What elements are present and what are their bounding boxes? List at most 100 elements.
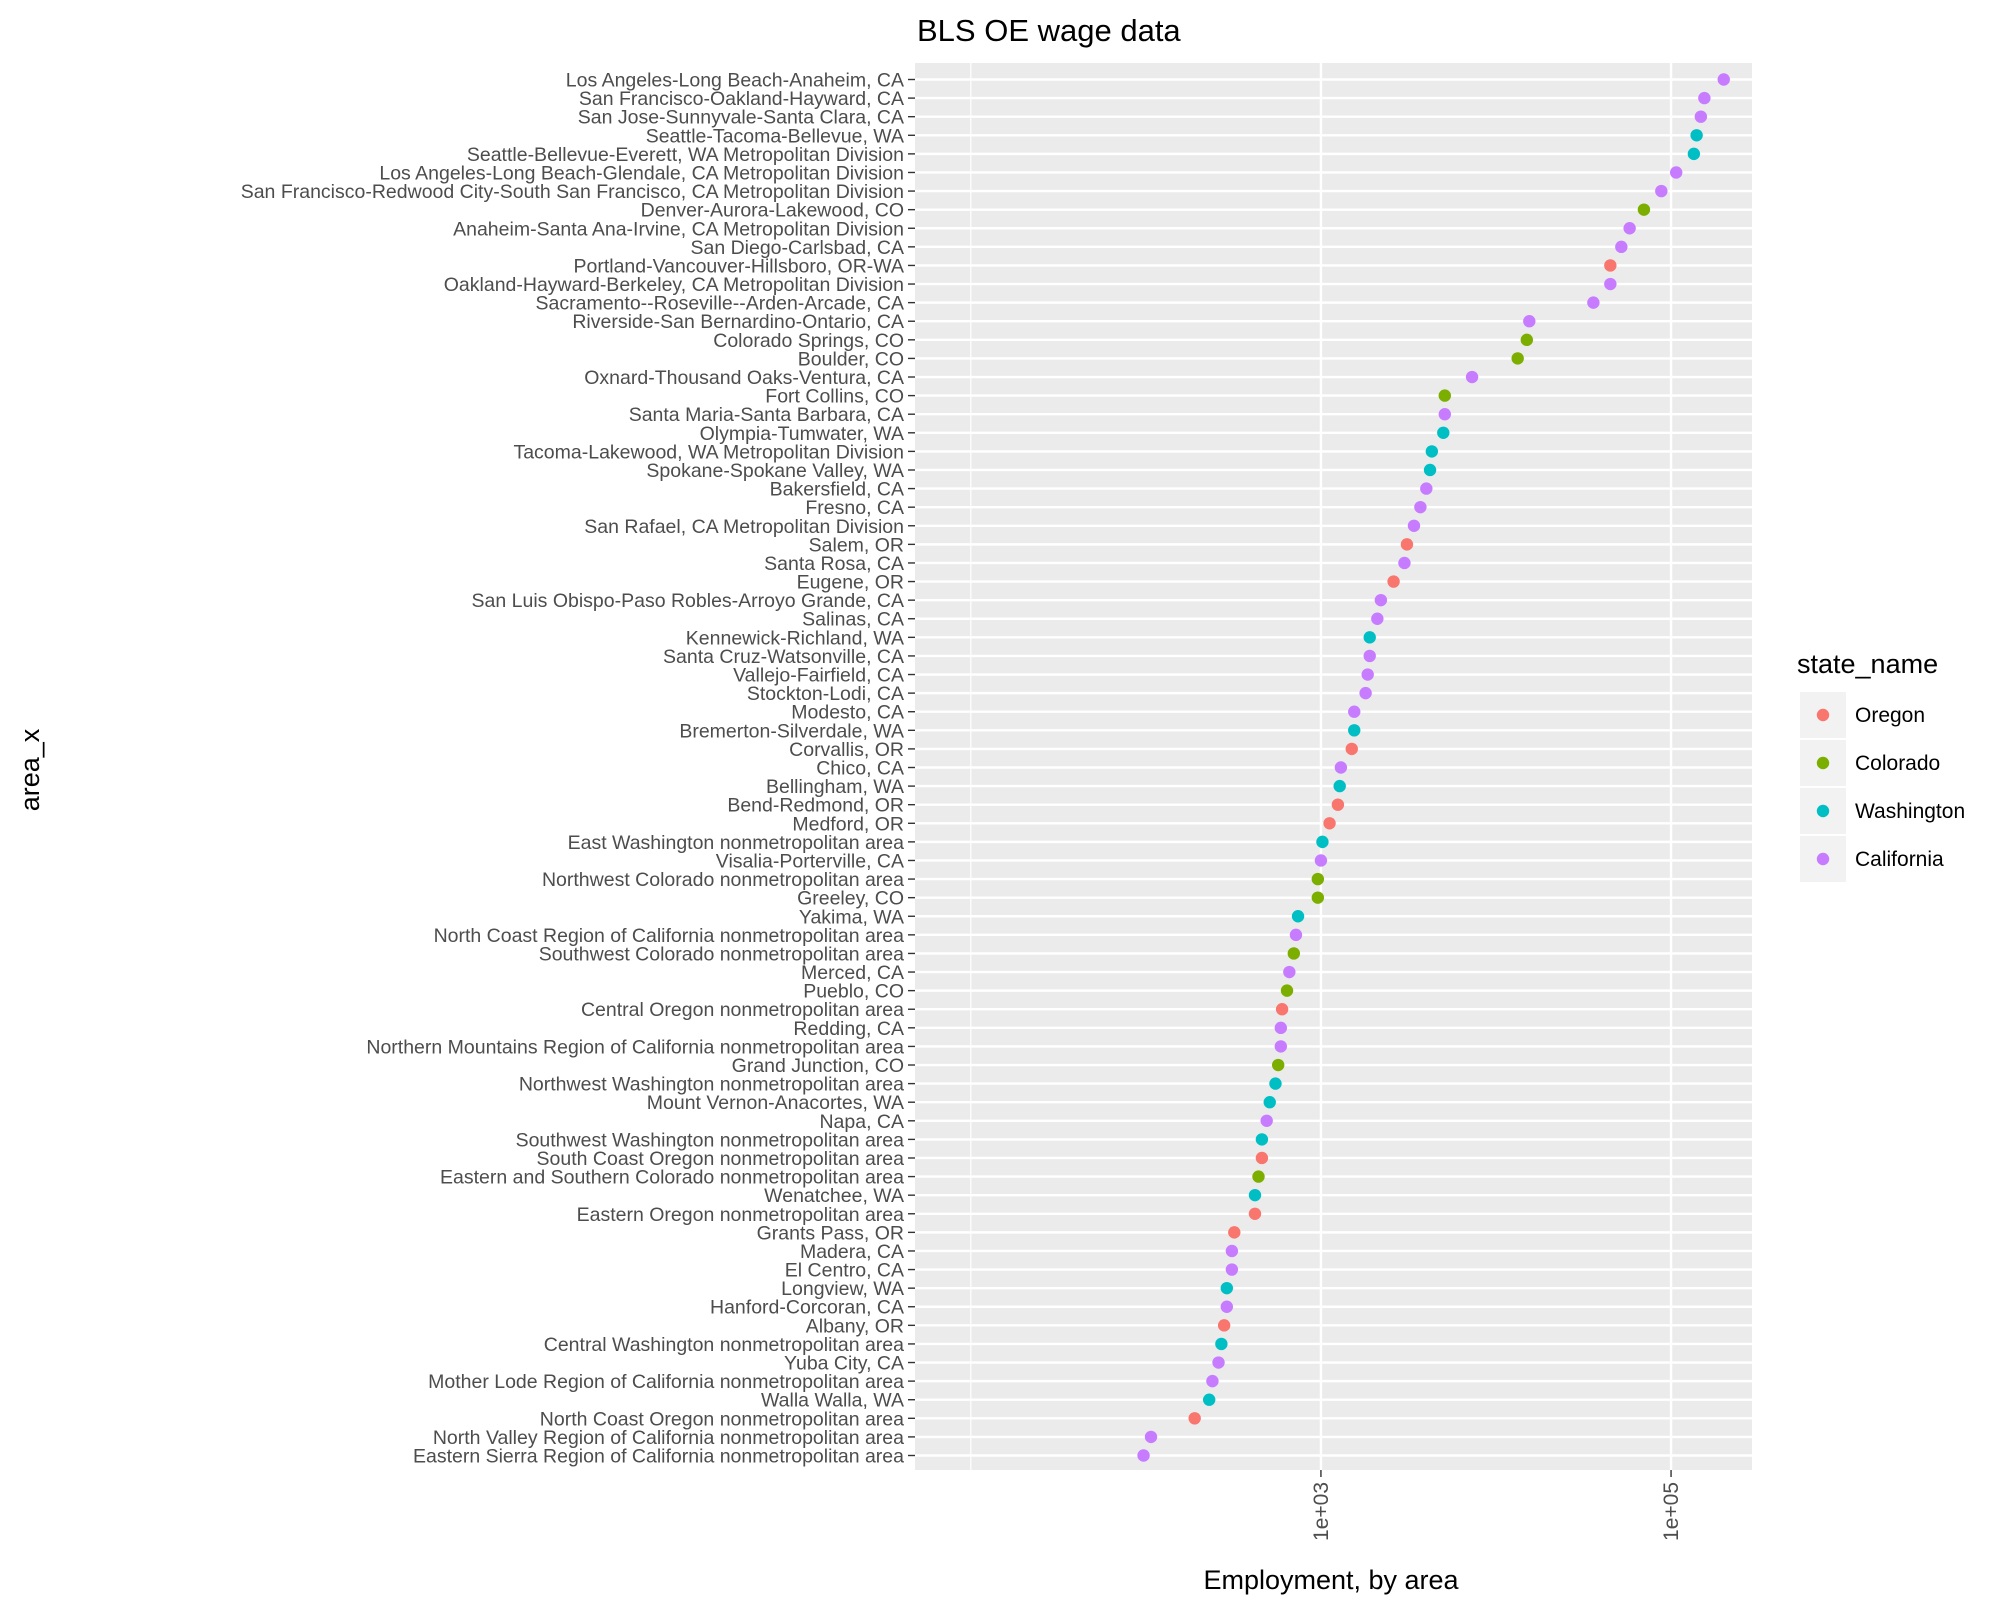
x-tick-label: 1e+05 [1660,1482,1683,1541]
x-axis-ticks: 1e+03 1e+05 [1310,1470,1683,1541]
y-tick-label: Riverside-San Bernardino-Ontario, CA [572,311,904,333]
data-point [1206,1374,1219,1388]
data-point [1316,835,1329,849]
y-tick-label: Bellingham, WA [766,776,904,798]
data-point [1248,1188,1262,1202]
y-tick-label: Fort Collins, CO [765,386,904,408]
data-point [1348,724,1361,737]
y-tick-label: South Coast Oregon nonmetropolitan area [537,1148,905,1170]
y-tick-label: Longview, WA [781,1278,904,1300]
data-point [1520,333,1534,347]
y-tick-label: North Coast Region of California nonmetr… [434,925,905,947]
y-tick-label: Eastern and Southern Colorado nonmetropo… [440,1167,904,1189]
data-point [1437,426,1450,439]
data-point [1255,1133,1269,1146]
data-point [1202,1393,1216,1406]
y-tick-label: Southwest Colorado nonmetropolitan area [539,943,904,965]
y-tick-label: Seattle-Tacoma-Bellevue, WA [646,125,904,147]
chart-title: BLS OE wage data [917,13,1181,48]
legend-swatch [1816,852,1830,866]
y-tick-label: Napa, CA [819,1111,904,1133]
y-tick-label: Walla Walla, WA [761,1390,904,1412]
data-point [1252,1170,1265,1183]
y-tick-label: El Centro, CA [785,1260,904,1282]
data-point [1587,296,1600,309]
y-tick-label: Santa Maria-Santa Barbara, CA [629,404,904,426]
data-point [1423,463,1437,477]
y-tick-label: Salem, OR [809,534,904,556]
data-point [1314,854,1328,867]
data-point [1371,612,1384,625]
y-tick-label: Albany, OR [806,1315,904,1337]
legend-title: state_name [1797,649,1938,679]
data-point [1690,129,1703,142]
data-point [1287,947,1301,960]
y-tick-label: Bakersfield, CA [770,479,904,501]
data-point [1363,631,1376,644]
y-tick-label: Greeley, CO [797,888,904,910]
data-point [1263,1096,1276,1109]
y-tick-label: Bend-Redmond, OR [727,795,904,817]
y-tick-label: Modesto, CA [791,702,904,724]
data-point [1291,910,1305,923]
data-point [1361,668,1374,681]
y-tick-label: Anaheim-Santa Ana-Irvine, CA Metropolita… [453,218,904,240]
y-tick-label: Yuba City, CA [784,1353,904,1375]
data-point [1333,779,1346,793]
legend-label: Washington [1855,800,1965,823]
y-tick-label: Olympia-Tumwater, WA [700,423,904,445]
y-tick-label: San Francisco-Oakland-Hayward, CA [579,88,904,110]
y-tick-label: East Washington nonmetropolitan area [568,832,905,854]
legend-swatch [1816,756,1830,770]
plot-panel [915,63,1752,1470]
data-point [1215,1337,1228,1351]
data-point [1604,277,1617,291]
y-tick-label: San Diego-Carlsbad, CA [690,237,904,259]
data-point [1523,315,1536,328]
data-point [1698,91,1711,105]
y-tick-label: San Francisco-Redwood City-South San Fra… [241,181,904,203]
data-point [1289,928,1303,942]
data-point [1363,649,1376,663]
data-point [1144,1430,1158,1444]
y-tick-label: Oakland-Hayward-Berkeley, CA Metropolita… [444,274,904,296]
legend-label: Colorado [1855,752,1940,775]
data-point [1228,1226,1241,1239]
y-tick-label: Salinas, CA [802,609,904,631]
data-point [1637,203,1651,216]
data-point [1687,147,1701,161]
y-tick-label: Central Washington nonmetropolitan area [544,1334,904,1356]
y-tick-label: Medford, OR [792,813,904,835]
data-point [1255,1151,1269,1165]
data-point [1137,1449,1150,1462]
data-point [1717,73,1730,86]
y-tick-label: Visalia-Porterville, CA [716,850,904,872]
y-tick-label: Grants Pass, OR [757,1222,904,1244]
y-tick-label: Portland-Vancouver-Hillsboro, OR-WA [573,255,904,277]
data-point [1248,1207,1262,1220]
data-point [1275,1003,1289,1016]
legend-swatch [1816,708,1830,722]
y-axis-title: area_x [15,728,45,811]
legend-label: Oregon [1855,704,1925,727]
y-tick-label: Madera, CA [800,1241,904,1263]
y-tick-label: Merced, CA [801,962,904,984]
x-axis-title: Employment, by area [1203,1565,1459,1595]
x-tick-label: 1e+03 [1310,1482,1333,1541]
y-tick-label: Spokane-Spokane Valley, WA [646,460,904,482]
data-point [1225,1263,1239,1276]
data-point [1269,1077,1282,1090]
y-tick-label: Vallejo-Fairfield, CA [733,665,904,687]
y-tick-label: Northern Mountains Region of California … [366,1036,904,1058]
data-point [1438,389,1451,402]
data-point [1217,1319,1231,1332]
data-point [1623,222,1636,235]
data-point [1438,408,1451,421]
data-point [1387,575,1400,588]
data-point [1220,1300,1234,1313]
data-point [1274,1040,1288,1053]
data-point [1511,352,1524,365]
